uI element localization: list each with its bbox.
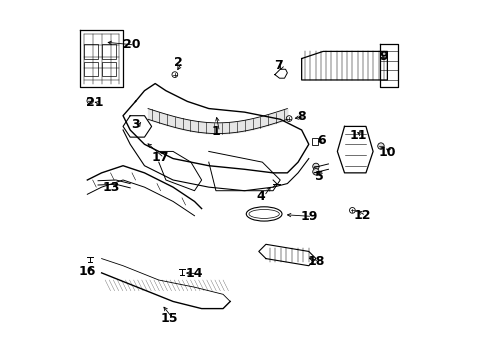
Text: 16: 16 (79, 265, 96, 278)
Bar (83, 62, 98, 76)
Text: 11: 11 (349, 129, 367, 142)
Text: 15: 15 (161, 312, 178, 325)
Text: 5: 5 (314, 170, 323, 183)
Text: 10: 10 (378, 146, 395, 159)
Text: 3: 3 (131, 118, 140, 131)
Bar (102, 44, 116, 59)
Bar (102, 62, 116, 76)
Text: 14: 14 (185, 267, 203, 280)
Text: 19: 19 (300, 210, 317, 223)
Text: 17: 17 (151, 151, 169, 165)
Text: 21: 21 (85, 96, 103, 109)
Text: 8: 8 (297, 110, 305, 123)
Circle shape (312, 163, 319, 170)
Text: 6: 6 (316, 134, 325, 147)
Text: 2: 2 (174, 55, 183, 69)
Text: 13: 13 (102, 181, 120, 194)
Bar (311, 138, 317, 145)
Circle shape (312, 168, 319, 175)
Text: 7: 7 (273, 59, 282, 72)
Text: 18: 18 (306, 255, 324, 267)
Text: 4: 4 (256, 190, 264, 203)
Text: 9: 9 (379, 50, 387, 63)
Text: 1: 1 (211, 125, 220, 138)
Text: 12: 12 (353, 209, 370, 222)
Circle shape (87, 98, 93, 104)
Text: 20: 20 (122, 39, 140, 51)
Circle shape (377, 143, 384, 149)
Bar (83, 44, 98, 59)
